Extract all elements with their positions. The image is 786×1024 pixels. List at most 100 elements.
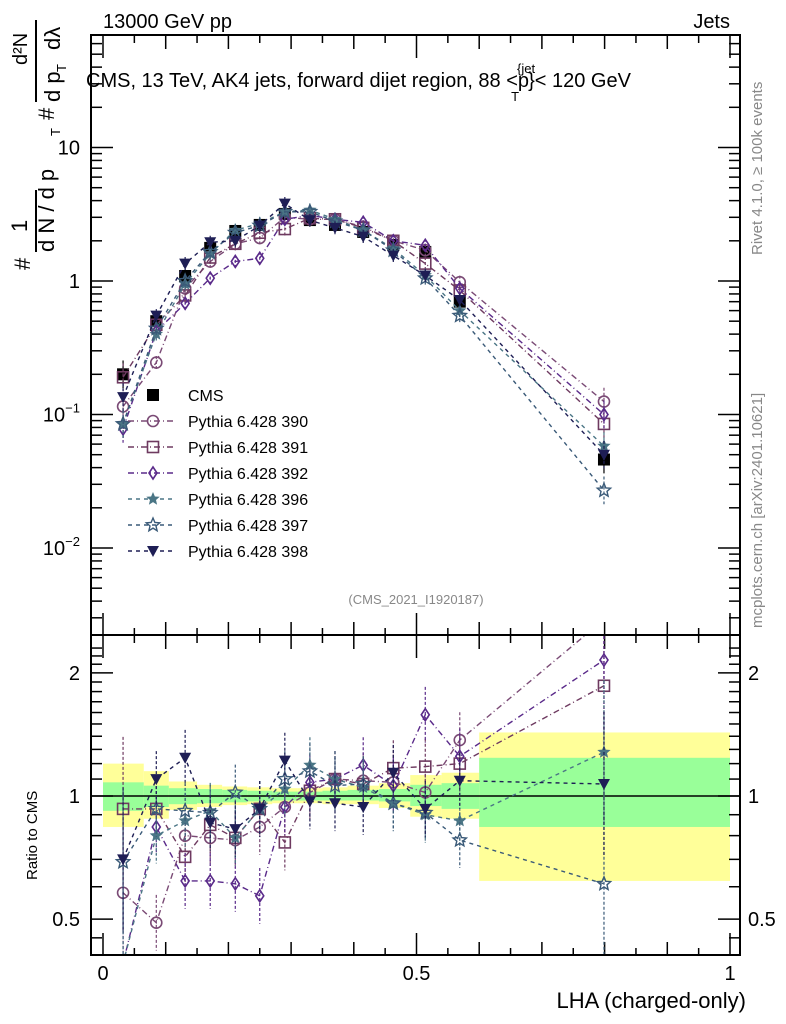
ratio-point — [278, 755, 291, 767]
y-label-T1: T — [48, 128, 63, 136]
ratio-point — [178, 850, 192, 864]
series-line — [122, 209, 605, 447]
series-line — [122, 217, 605, 425]
ratio-y-tick-label: 0.5 — [52, 909, 80, 931]
data-point — [180, 295, 191, 311]
y-label-dn: d N / d p — [34, 169, 59, 252]
series-pythia-6-428-392 — [118, 207, 609, 443]
ratio-point — [453, 775, 466, 787]
ratio-point — [149, 828, 163, 842]
ratio-point — [204, 817, 217, 829]
data-point — [328, 222, 341, 234]
ratio-point — [179, 752, 192, 764]
ratio-axis-ticks: 0 0.5 1 0.5 0.5 1 1 2 2 — [52, 636, 776, 985]
y-tick-label: 10−2 — [43, 534, 80, 560]
data-point — [205, 270, 216, 286]
ratio-point — [328, 798, 341, 810]
ratio-point — [119, 957, 127, 969]
legend-marker — [146, 440, 160, 454]
ratio-point — [149, 916, 163, 930]
ratio-point — [254, 888, 265, 904]
y-label-d2n: d²N — [10, 33, 32, 65]
data-point — [229, 235, 242, 247]
legend-label: Pythia 6.428 392 — [188, 466, 308, 483]
y-label-hash-1: # — [10, 257, 35, 270]
y-tick-label: 10−1 — [43, 401, 80, 427]
ratio-point — [278, 836, 292, 849]
ratio-point — [418, 760, 432, 773]
ratio-point — [454, 748, 465, 764]
ratio-point — [229, 824, 242, 836]
ratio-point — [599, 652, 609, 668]
ratio-line — [122, 756, 604, 860]
ratio-point — [276, 770, 294, 787]
ratio-point — [416, 803, 434, 820]
data-point — [201, 243, 219, 260]
ratio-point — [420, 707, 431, 723]
ratio-point — [419, 803, 432, 815]
ratio-bands — [103, 732, 730, 881]
main-y-axis-label: # 1 d N / d p T # d²N d p T dλ — [7, 20, 69, 270]
ratio-point — [357, 801, 370, 813]
series-pythia-6-428-398 — [117, 197, 610, 469]
legend-item: Pythia 6.428 397 — [128, 516, 308, 535]
y-label-one: 1 — [7, 220, 32, 232]
data-point — [278, 198, 291, 210]
ratio-y-tick-label-right: 0.5 — [748, 909, 776, 931]
ratio-y-tick-label: 2 — [69, 663, 80, 685]
ratio-frame — [90, 634, 741, 956]
ratio-point — [387, 767, 400, 779]
legend-marker — [144, 516, 162, 533]
data-point — [387, 250, 400, 262]
ratio-y-tick-label: 1 — [69, 786, 80, 808]
data-point — [357, 231, 370, 243]
legend-item: Pythia 6.428 396 — [128, 492, 308, 509]
legend-item: Pythia 6.428 392 — [128, 465, 308, 483]
plot-title-sup: {jet — [517, 61, 535, 76]
y-label-T2: T — [54, 64, 69, 72]
data-point — [117, 392, 130, 404]
ratio-point — [150, 774, 163, 786]
mcplots-label: mcplots.cern.ch [arXiv:2401.10621] — [749, 393, 766, 628]
series-line — [122, 214, 605, 430]
ratio-point — [230, 876, 241, 892]
x-axis-label: LHA (charged-only) — [556, 988, 746, 1013]
ratio-point — [253, 803, 266, 815]
legend-item: Pythia 6.428 398 — [128, 544, 308, 561]
ratio-point — [176, 801, 194, 818]
data-point — [595, 481, 613, 498]
ratio-y-tick-label-right: 1 — [748, 786, 759, 808]
y-tick-label: 1 — [69, 271, 80, 293]
data-point — [419, 270, 432, 282]
ratio-point — [180, 873, 191, 889]
legend-label: Pythia 6.428 391 — [188, 440, 308, 457]
main-axis-ticks: 10−2 10−1 1 10 — [43, 36, 740, 635]
data-point — [303, 215, 316, 227]
ratio-point — [205, 873, 216, 889]
series-cms — [117, 207, 610, 474]
plot-title-sub: T — [511, 89, 519, 104]
data-point — [451, 306, 469, 323]
data-point — [599, 407, 609, 422]
stat-uncertainty-band — [479, 757, 730, 827]
legend-label: CMS — [188, 388, 224, 405]
legend-item: Pythia 6.428 390 — [128, 414, 308, 431]
ratio-point — [384, 794, 402, 811]
ratio-point — [595, 874, 613, 891]
header-right: Jets — [693, 11, 730, 33]
data-point — [204, 237, 217, 249]
ratio-point — [147, 800, 165, 817]
data-point — [176, 272, 194, 289]
data-point — [147, 319, 165, 336]
x-tick-label: 1 — [724, 963, 735, 985]
y-tick-label: 10 — [58, 138, 80, 160]
series-line — [122, 211, 605, 491]
ratio-point — [597, 778, 610, 790]
data-point — [149, 356, 163, 369]
series-pythia-6-428-397 — [114, 202, 613, 505]
x-tick-label: 0.5 — [403, 963, 431, 985]
data-point — [116, 370, 130, 384]
y-label-dl: dλ — [40, 27, 65, 50]
legend: CMS Pythia 6.428 390 Pythia 6.428 391 Pythi… — [128, 388, 308, 561]
ratio-point — [116, 956, 129, 969]
